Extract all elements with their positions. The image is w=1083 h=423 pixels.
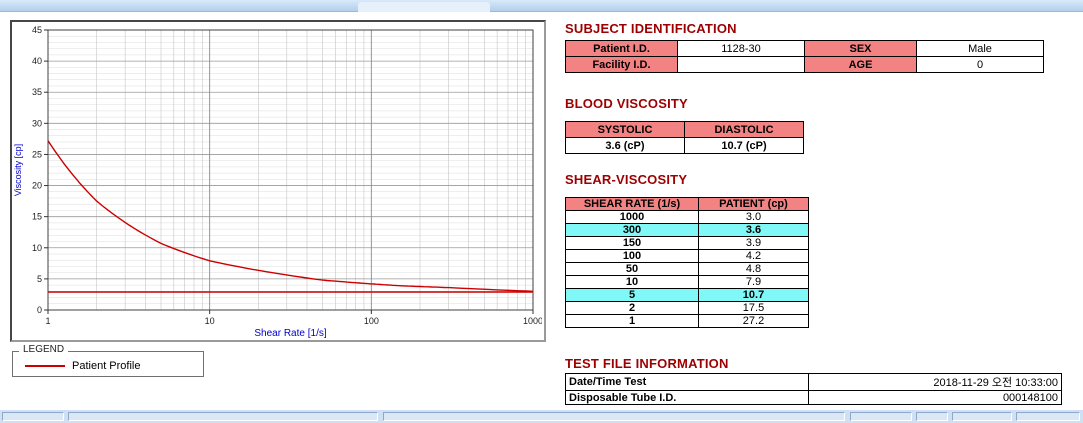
shear-row: 10 7.9	[565, 275, 809, 289]
statusbar-segment	[1016, 412, 1080, 421]
svg-text:1: 1	[45, 316, 50, 326]
svg-text:30: 30	[32, 118, 42, 128]
age-value-cell: 0	[916, 56, 1044, 73]
blood-viscosity-table: SYSTOLIC DIASTOLIC 3.6 (cP) 10.7 (cP)	[565, 121, 804, 154]
shear-row: 100 4.2	[565, 249, 809, 263]
svg-text:1000: 1000	[523, 316, 542, 326]
svg-text:10: 10	[32, 243, 42, 253]
svg-text:10: 10	[205, 316, 215, 326]
sex-label-cell: SEX	[804, 40, 917, 57]
statusbar-segment	[68, 412, 378, 421]
statusbar-segment	[952, 412, 1012, 421]
shear-row: 150 3.9	[565, 236, 809, 250]
svg-text:5: 5	[37, 274, 42, 284]
shear-viscosity-table: SHEAR RATE (1/s) PATIENT (cp) 1000 3.0 300…	[565, 197, 809, 328]
svg-text:Viscosity [cp]: Viscosity [cp]	[13, 144, 23, 196]
shear-row: 300 3.6	[565, 223, 809, 237]
statusbar-segment	[916, 412, 948, 421]
svg-text:Shear Rate [1/s]: Shear Rate [1/s]	[254, 328, 326, 338]
shear-row: 1000 3.0	[565, 210, 809, 224]
test-file-information-table: Date/Time Test 2018-11-29 오전 10:33:00 Disp…	[565, 373, 1062, 405]
diastolic-header-cell: DIASTOLIC	[684, 121, 804, 138]
shear-rate-header-cell: SHEAR RATE (1/s)	[565, 197, 699, 211]
facility-id-label-cell: Facility I.D.	[565, 56, 678, 73]
blood-value-row: 3.6 (cP) 10.7 (cP)	[565, 137, 804, 154]
svg-text:0: 0	[37, 305, 42, 315]
legend-box: LEGEND Patient Profile	[12, 344, 204, 377]
statusbar-segment	[2, 412, 64, 421]
facility-id-value-cell	[677, 56, 805, 73]
shear-viscosity-title: SHEAR-VISCOSITY	[565, 172, 688, 187]
legend-title: LEGEND	[19, 344, 69, 355]
subject-identification-title: SUBJECT IDENTIFICATION	[565, 21, 737, 36]
patient-id-value-cell: 1128-30	[677, 40, 805, 57]
systolic-header-cell: SYSTOLIC	[565, 121, 685, 138]
svg-text:35: 35	[32, 87, 42, 97]
age-label-cell: AGE	[804, 56, 917, 73]
window-top-tab	[358, 2, 490, 12]
subject-identification-table: Patient I.D. 1128-30 SEX Male Facility I…	[565, 40, 1044, 73]
shear-table-body: 1000 3.0 300 3.6 150 3.9 100 4.2 50 4.8 10 7.9 5 10.7…	[565, 210, 809, 328]
patient-id-label-cell: Patient I.D.	[565, 40, 678, 57]
test-file-information-title: TEST FILE INFORMATION	[565, 356, 729, 371]
svg-text:100: 100	[364, 316, 379, 326]
shear-row: 2 17.5	[565, 301, 809, 315]
shear-row: 1 27.2	[565, 314, 809, 328]
svg-text:15: 15	[32, 212, 42, 222]
svg-text:45: 45	[32, 25, 42, 35]
sex-value-cell: Male	[916, 40, 1044, 57]
svg-text:40: 40	[32, 56, 42, 66]
test-file-row: Disposable Tube I.D. 000148100	[565, 390, 1062, 405]
shear-header-row: SHEAR RATE (1/s) PATIENT (cp)	[565, 197, 809, 211]
systolic-value-cell: 3.6 (cP)	[565, 137, 685, 154]
subject-row-2: Facility I.D. AGE 0	[565, 56, 1044, 73]
shear-row: 5 10.7	[565, 288, 809, 302]
patient-header-cell: PATIENT (cp)	[698, 197, 809, 211]
blood-viscosity-title: BLOOD VISCOSITY	[565, 96, 688, 111]
test-file-table-body: Date/Time Test 2018-11-29 오전 10:33:00 Disp…	[565, 373, 1062, 405]
patient-profile-line-swatch	[25, 365, 65, 367]
statusbar-segment	[383, 412, 845, 421]
viscosity-chart-panel: 0 5 10 15 20 25 30 35 40 45 1 10 100 1000 Shear Rate […	[10, 20, 546, 342]
statusbar-segment	[850, 412, 912, 421]
test-file-row: Date/Time Test 2018-11-29 오전 10:33:00	[565, 373, 1062, 391]
viscosity-chart-svg: 0 5 10 15 20 25 30 35 40 45 1 10 100 1000 Shear Rate […	[13, 25, 542, 338]
svg-text:25: 25	[32, 149, 42, 159]
legend-entry: Patient Profile	[25, 360, 203, 372]
shear-row: 50 4.8	[565, 262, 809, 276]
diastolic-value-cell: 10.7 (cP)	[684, 137, 804, 154]
subject-row-1: Patient I.D. 1128-30 SEX Male	[565, 40, 1044, 57]
window-top-strip	[0, 0, 1083, 12]
blood-header-row: SYSTOLIC DIASTOLIC	[565, 121, 804, 138]
status-bar	[0, 410, 1083, 423]
svg-text:20: 20	[32, 181, 42, 191]
legend-entry-label: Patient Profile	[72, 360, 141, 372]
